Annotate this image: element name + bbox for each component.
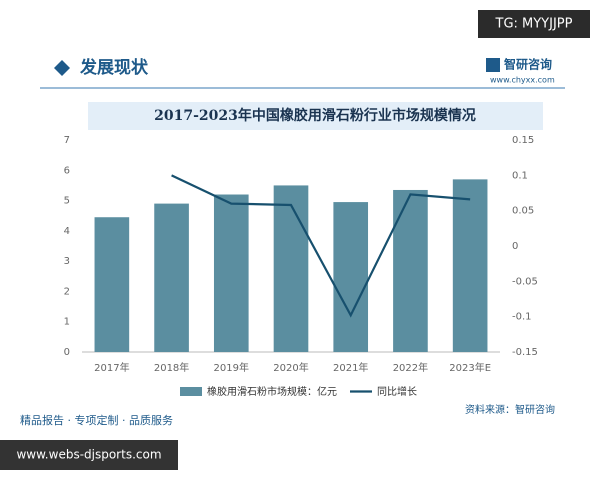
y-tick-label: 4 — [64, 226, 70, 237]
y2-tick-label: 0 — [512, 241, 518, 252]
chart-title: 2017-2023年中国橡胶用滑石粉行业市场规模情况 — [154, 107, 476, 124]
bar — [333, 202, 369, 352]
y-tick-label: 6 — [64, 165, 70, 176]
bar — [154, 203, 189, 352]
bar — [213, 194, 249, 352]
line — [171, 174, 471, 318]
y2-tick-label: -0.1 — [512, 312, 532, 323]
title-band — [88, 102, 543, 130]
bar — [393, 189, 428, 352]
y-tick-label: 1 — [64, 317, 70, 328]
y2-tick-label: -0.05 — [512, 276, 538, 287]
diamond-icon — [54, 60, 70, 76]
y-tick-label: 2 — [64, 286, 70, 297]
legend-label: 橡胶用滑石粉市场规模：亿元 — [207, 385, 337, 398]
legend-label: 同比增长 — [377, 385, 417, 398]
bar — [273, 185, 309, 352]
bar — [452, 179, 488, 352]
site-box — [0, 440, 178, 470]
y-tick-label: 7 — [64, 135, 70, 146]
y2-tick-label: -0.15 — [512, 347, 538, 358]
tag: TG: MYYJJPP — [495, 17, 573, 32]
x-tick-label: 2022年 — [393, 361, 428, 374]
brand-url: www.chyxx.com — [490, 76, 555, 85]
legend-swatch — [180, 387, 202, 396]
bar — [94, 217, 130, 352]
y2-tick-label: 0.1 — [512, 170, 528, 181]
site: www.webs-djsports.com — [16, 448, 161, 462]
x-tick-label: 2023年E — [449, 361, 491, 374]
y2-tick-label: 0.05 — [512, 206, 534, 217]
x-tick-label: 2017年 — [94, 361, 129, 374]
y-tick-label: 3 — [64, 256, 70, 267]
section-title: 发展现状 — [79, 57, 149, 78]
y-tick-label: 0 — [64, 347, 70, 358]
footer-services: 精品报告 · 专项定制 · 品质服务 — [20, 413, 173, 427]
x-tick-label: 2021年 — [333, 361, 368, 374]
logo-icon — [486, 58, 500, 72]
brand: 智研咨询 — [503, 57, 552, 72]
source: 资料来源：智研咨询 — [465, 403, 555, 416]
x-tick-label: 2018年 — [154, 361, 189, 374]
tag-box — [478, 10, 590, 38]
y-tick-label: 5 — [64, 196, 70, 207]
x-tick-label: 2019年 — [214, 361, 249, 374]
x-tick-label: 2020年 — [273, 361, 308, 374]
y2-tick-label: 0.15 — [512, 135, 534, 146]
